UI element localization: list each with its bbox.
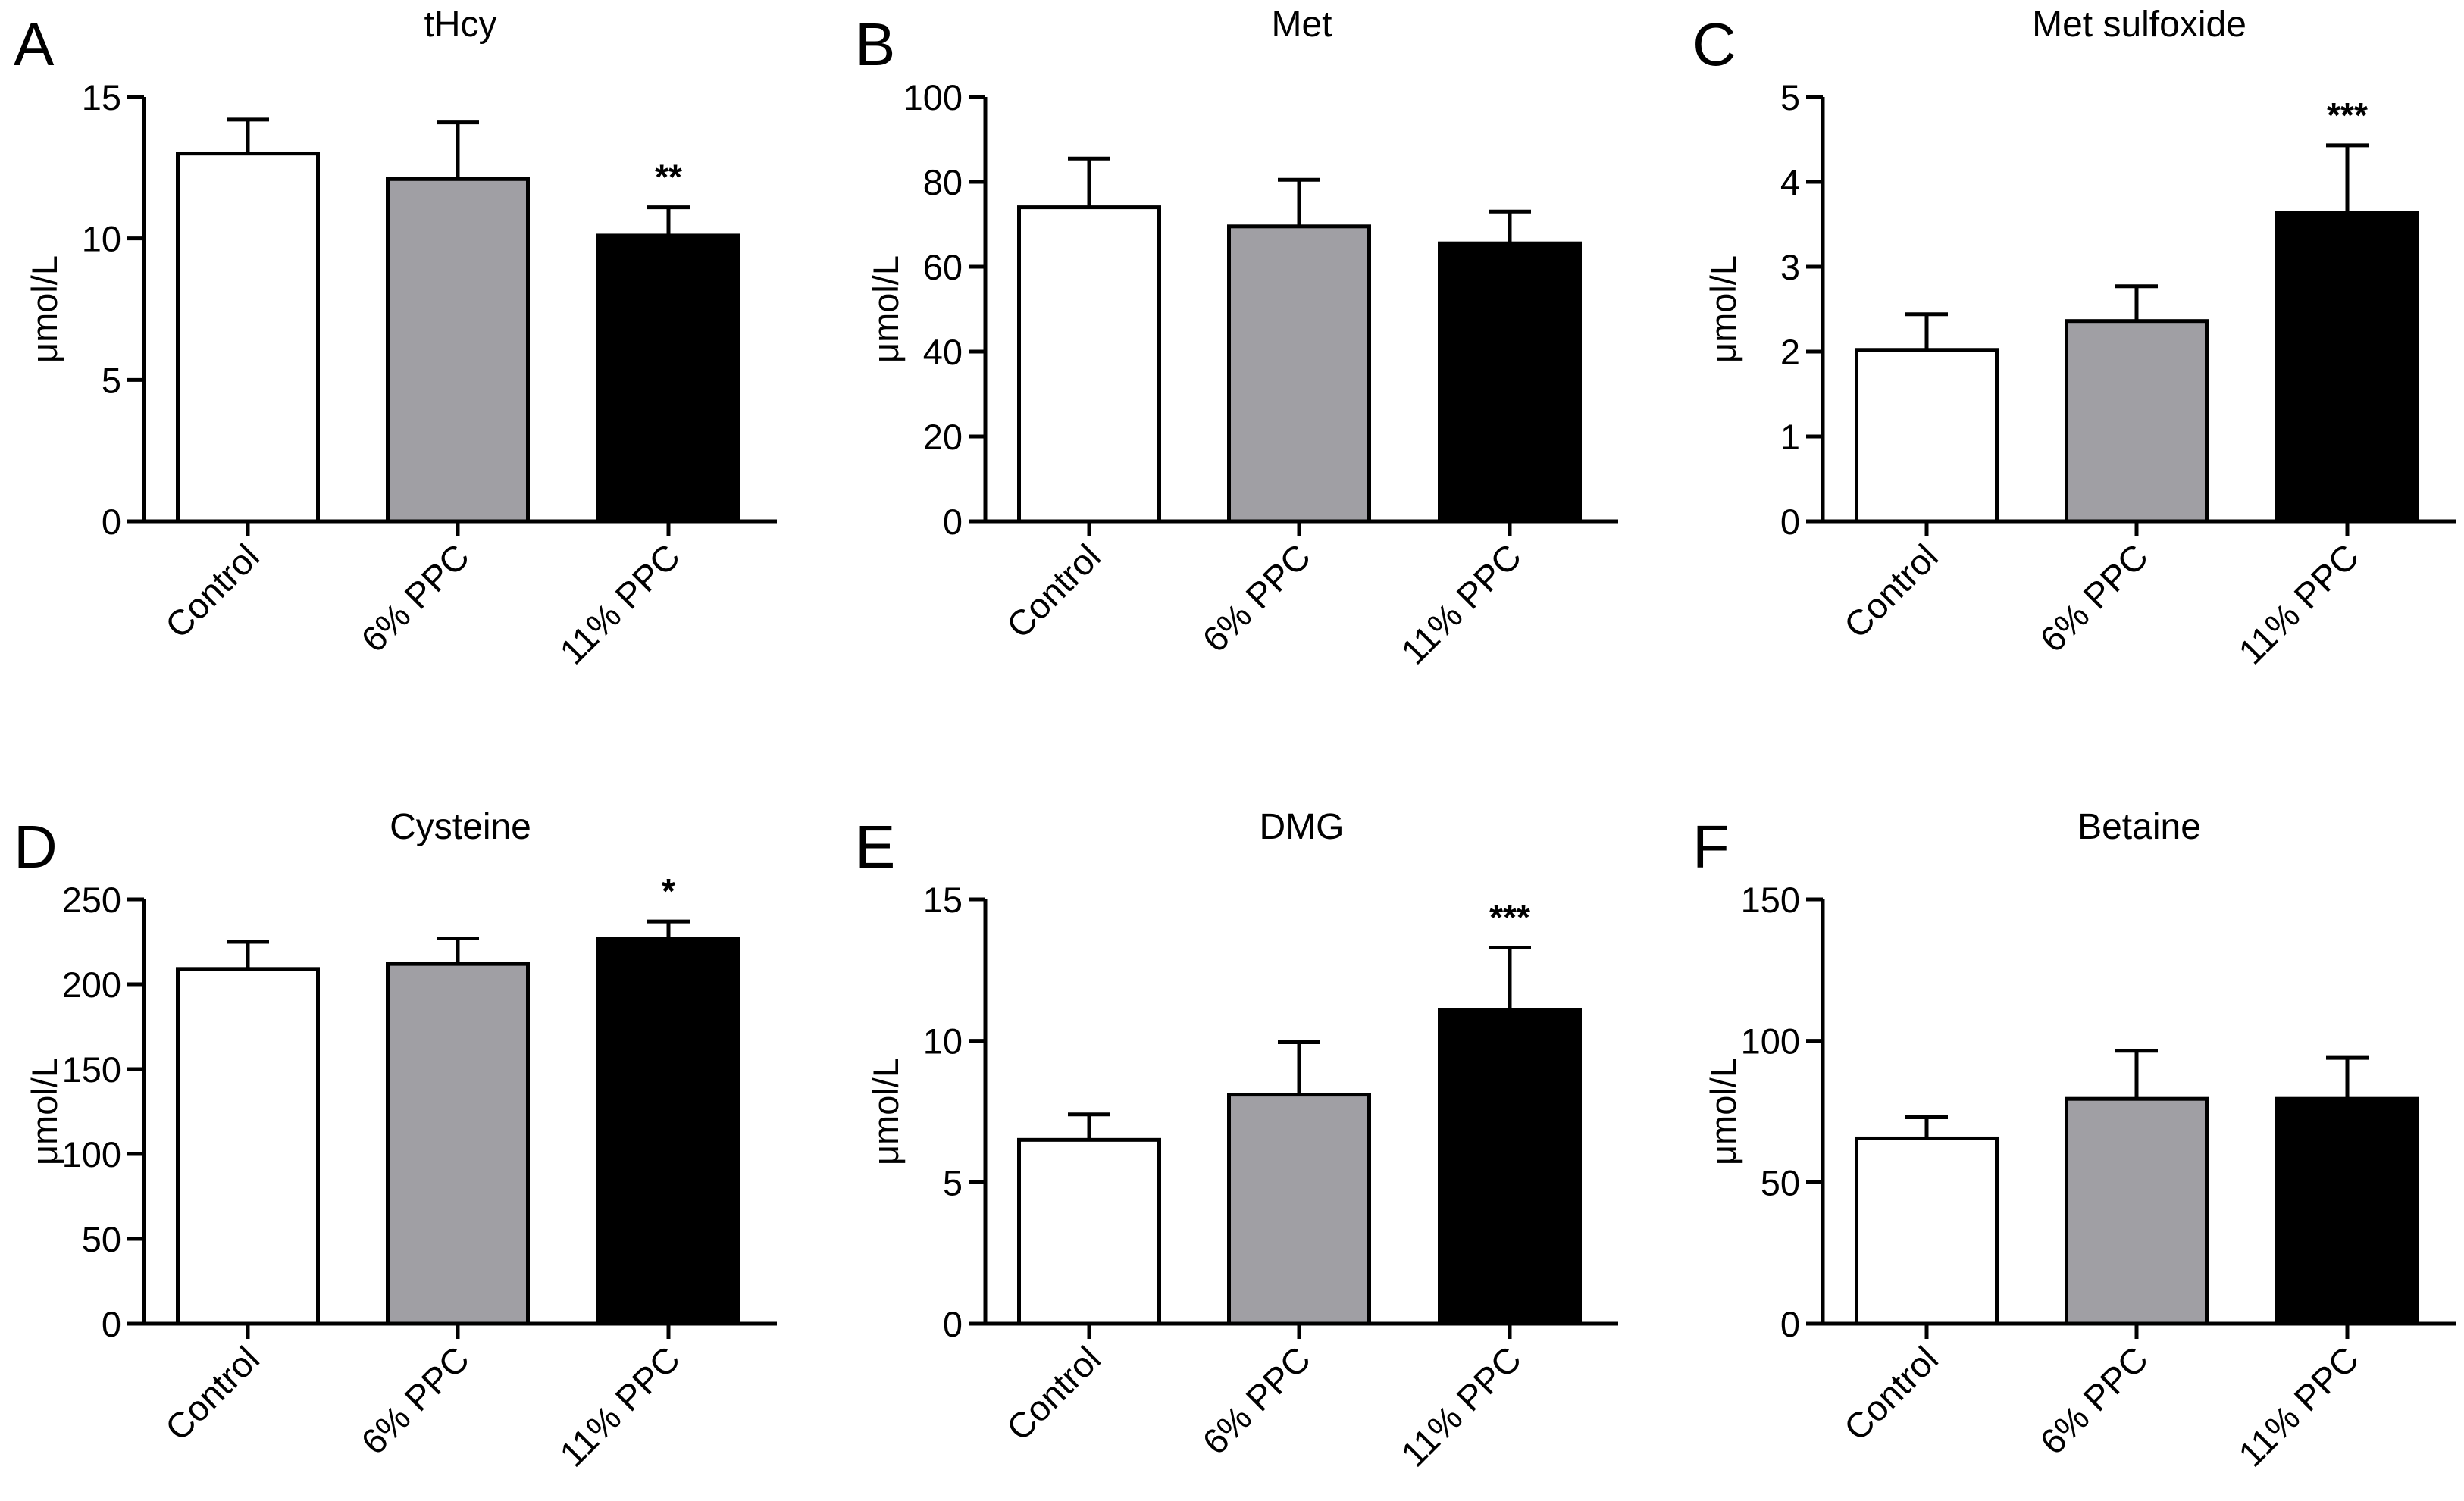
chart-title: Betaine (2077, 807, 2201, 847)
bar (1017, 205, 1161, 524)
y-tick-label: 80 (923, 162, 963, 202)
y-tick-label: 50 (1761, 1162, 1800, 1202)
significance-marker: * (662, 871, 675, 911)
significance-marker: *** (1489, 897, 1530, 937)
bar (386, 962, 530, 1326)
bar (176, 967, 320, 1326)
chart-title: DMG (1260, 807, 1345, 847)
y-tick-label: 5 (1780, 77, 1800, 117)
category-label: 6% PPC (2032, 536, 2156, 660)
bar (386, 177, 530, 524)
y-tick-label: 0 (102, 1304, 121, 1344)
bar (1438, 241, 1582, 524)
bar (1855, 348, 1999, 524)
bar (1855, 1136, 1999, 1326)
y-tick-label: 0 (1780, 502, 1800, 542)
bar (1227, 224, 1371, 524)
chart-panel-e: E DMG 0 5 10 15 μmol/L Control 6% PPC 11% PPC *** (855, 807, 1618, 1474)
y-tick-label: 200 (62, 965, 121, 1005)
category-label: 11% PPC (2231, 536, 2366, 672)
y-axis-label: μmol/L (24, 255, 64, 363)
category-label: Control (998, 536, 1108, 646)
category-label: Control (1836, 1339, 1946, 1449)
category-label: 6% PPC (1194, 536, 1318, 660)
category-label: Control (1836, 536, 1946, 646)
y-tick-label: 3 (1780, 247, 1800, 287)
y-tick-label: 0 (1780, 1304, 1800, 1344)
category-label: Control (998, 1339, 1108, 1449)
y-tick-label: 60 (923, 247, 963, 287)
bar (176, 152, 320, 524)
category-label: 11% PPC (2231, 1339, 2366, 1474)
category-label: 6% PPC (2032, 1339, 2156, 1462)
y-tick-label: 0 (943, 502, 963, 542)
category-label: 11% PPC (1393, 1339, 1529, 1474)
y-tick-label: 0 (943, 1304, 963, 1344)
y-tick-label: 20 (923, 417, 963, 457)
bar (1227, 1093, 1371, 1326)
panel-letter: C (1692, 11, 1736, 78)
y-tick-label: 10 (923, 1021, 963, 1062)
significance-marker: ** (655, 158, 682, 197)
panel-letter: E (855, 813, 895, 880)
y-tick-label: 4 (1780, 162, 1800, 202)
panel-letter: B (855, 11, 895, 78)
y-tick-label: 10 (82, 219, 121, 259)
panel-letter: F (1692, 813, 1730, 880)
y-tick-label: 250 (62, 880, 121, 920)
chart-panel-b: B Met 0 20 40 60 80 100 μmol/L Control 6% PPC 11% P… (855, 5, 1618, 672)
bar (1438, 1008, 1582, 1326)
y-tick-label: 100 (903, 77, 963, 117)
chart-title: Met (1271, 5, 1332, 45)
category-label: 11% PPC (552, 536, 687, 672)
y-axis-label: μmol/L (866, 1058, 906, 1165)
bar (2275, 1096, 2419, 1326)
chart-panel-c: C Met sulfoxide 0 1 2 3 4 5 μmol/L Control 6% PPC 1… (1692, 5, 2456, 672)
y-tick-label: 5 (102, 360, 121, 400)
category-label: Control (157, 1339, 267, 1449)
y-tick-label: 100 (1741, 1021, 1800, 1062)
y-axis-label: μmol/L (866, 255, 906, 363)
bar (1017, 1137, 1161, 1326)
category-label: 11% PPC (552, 1339, 687, 1474)
chart-title: Met sulfoxide (2032, 5, 2246, 45)
y-tick-label: 150 (1741, 880, 1800, 920)
bar (2275, 211, 2419, 524)
category-label: 11% PPC (1393, 536, 1529, 672)
bar (2065, 319, 2209, 524)
y-tick-label: 15 (923, 880, 963, 920)
panel-letter: A (14, 11, 55, 78)
y-tick-label: 1 (1780, 417, 1800, 457)
y-axis-label: μmol/L (1703, 255, 1743, 363)
significance-marker: *** (2327, 95, 2368, 135)
category-label: Control (157, 536, 267, 646)
y-tick-label: 0 (102, 502, 121, 542)
category-label: 6% PPC (353, 1339, 477, 1462)
y-tick-label: 150 (62, 1049, 121, 1090)
chart-panel-f: F Betaine 0 50 100 150 μmol/L Control 6% PPC 11% … (1692, 807, 2456, 1474)
bar (596, 233, 740, 524)
chart-panel-d: D Cysteine 0 50 100 150 200 250 μmol/L Control 6% … (14, 807, 777, 1474)
y-tick-label: 5 (943, 1162, 963, 1202)
bar (596, 937, 740, 1326)
y-tick-label: 100 (62, 1134, 121, 1174)
category-label: 6% PPC (1194, 1339, 1318, 1462)
y-tick-label: 50 (82, 1219, 121, 1259)
y-tick-label: 2 (1780, 332, 1800, 372)
chart-title: tHcy (424, 5, 497, 45)
y-axis-label: μmol/L (24, 1058, 64, 1165)
y-axis-label: μmol/L (1703, 1058, 1743, 1165)
bar (2065, 1096, 2209, 1326)
y-tick-label: 40 (923, 332, 963, 372)
y-tick-label: 15 (82, 77, 121, 117)
chart-title: Cysteine (390, 807, 531, 847)
panel-letter: D (14, 813, 58, 880)
category-label: 6% PPC (353, 536, 477, 660)
